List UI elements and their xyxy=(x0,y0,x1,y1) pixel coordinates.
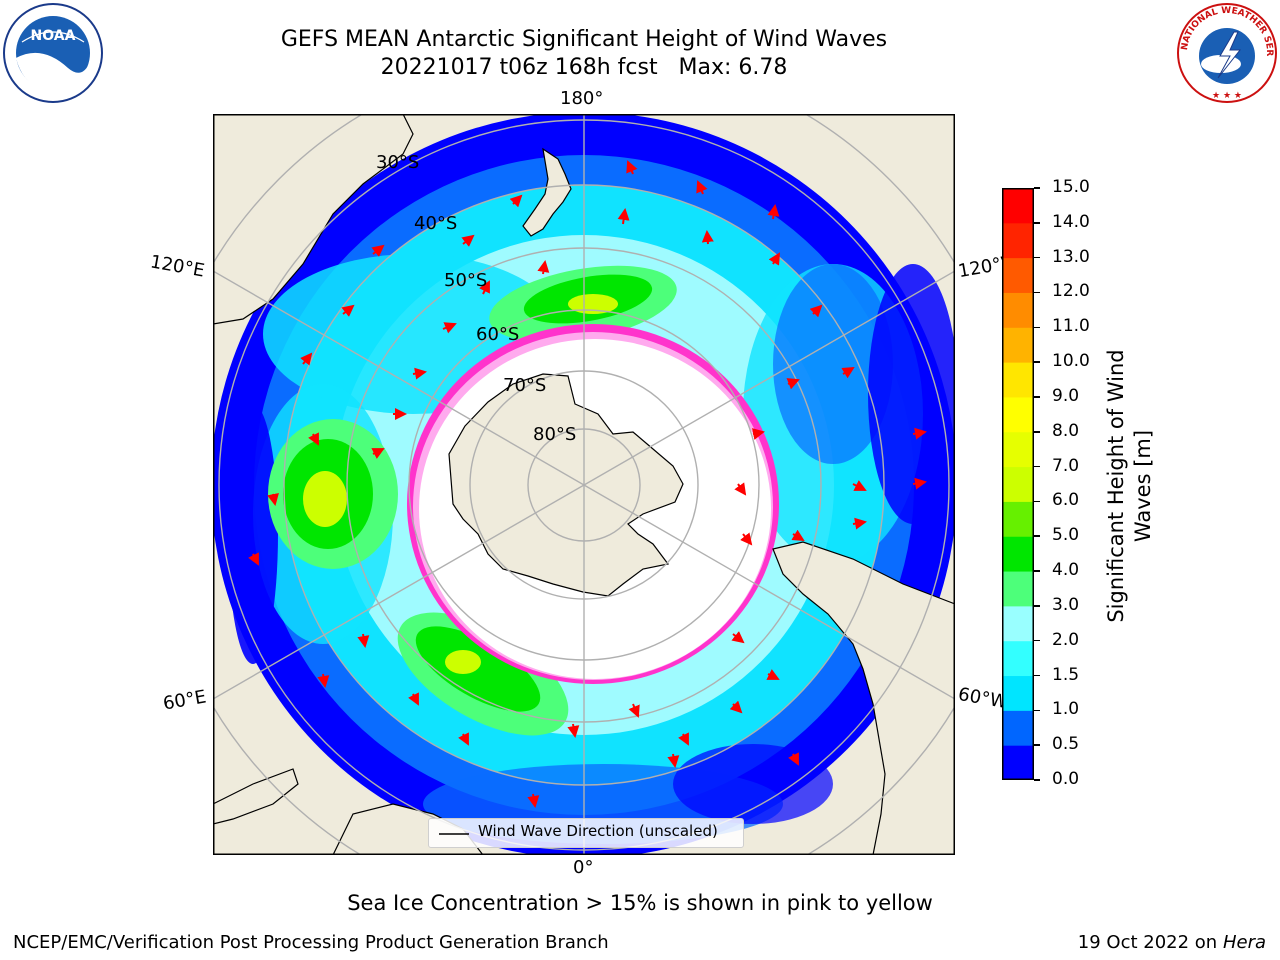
footer-right: 19 Oct 2022 on Hera xyxy=(1078,932,1266,953)
colorbar-swatch xyxy=(1002,292,1034,328)
title-line-2: 20221017 t06z 168h fcst Max: 6.78 xyxy=(380,55,788,80)
legend-label: Wind Wave Direction (unscaled) xyxy=(478,822,718,840)
footer-machine: Hera xyxy=(1222,932,1266,953)
colorbar-swatch xyxy=(1002,396,1034,433)
wind-wave-arrows xyxy=(248,160,927,808)
colorbar-tick-label: 0.5 xyxy=(1052,734,1080,755)
colorbar-swatch xyxy=(1002,257,1034,293)
colorbar-tick-mark xyxy=(1034,570,1040,572)
footer-date: 19 Oct 2022 on xyxy=(1077,932,1223,953)
map-legend: Wind Wave Direction (unscaled) xyxy=(428,818,744,848)
colorbar-tick-mark xyxy=(1034,326,1040,329)
south-america xyxy=(772,541,955,855)
colorbar-tick-label: 15.0 xyxy=(1052,177,1090,197)
colorbar-tick-mark xyxy=(1034,744,1040,746)
colorbar-label: Significant Height of Wind Waves [m] xyxy=(1103,326,1157,646)
colorbar-tick-label: 2.0 xyxy=(1052,629,1080,650)
colorbar xyxy=(1002,188,1034,781)
colorbar-label-line1: Significant Height of Wind xyxy=(1104,349,1128,623)
svg-text:★ ★ ★: ★ ★ ★ xyxy=(1212,91,1242,101)
colorbar-tick-label: 5.0 xyxy=(1052,525,1080,546)
colorbar-ticks: 0.0 0.5 1.0 1.5 2.0 3.0 4.0 5.0 6.0 7.0 8.0 9.0 10.0… xyxy=(1034,177,1104,789)
colorbar-tick-mark xyxy=(1034,674,1040,677)
colorbar-swatch xyxy=(1002,188,1034,224)
antarctica xyxy=(448,373,684,597)
colorbar-tick-mark xyxy=(1034,222,1040,224)
colorbar-swatch xyxy=(1002,571,1034,607)
colorbar-tick-mark xyxy=(1034,535,1040,537)
colorbar-tick-mark xyxy=(1034,431,1040,433)
colorbar-swatch xyxy=(1002,640,1034,677)
noaa-logo-text: NOAA xyxy=(31,28,76,44)
lat-label-50s: 50°S xyxy=(444,270,488,291)
colorbar-swatch xyxy=(1002,327,1034,363)
lon-label-60e: 60°E xyxy=(161,686,208,715)
lon-label-180: 180° xyxy=(560,88,604,109)
colorbar-tick-mark xyxy=(1034,709,1040,712)
colorbar-tick-label: 3.0 xyxy=(1052,594,1080,615)
polar-map xyxy=(213,114,955,855)
colorbar-tick-label: 14.0 xyxy=(1052,211,1090,232)
colorbar-swatch xyxy=(1002,710,1034,746)
colorbar-tick-label: 1.5 xyxy=(1052,664,1080,685)
colorbar-tick-mark xyxy=(1034,779,1040,781)
colorbar-tick-label: 12.0 xyxy=(1052,281,1090,302)
colorbar-tick-mark xyxy=(1034,187,1040,189)
new-zealand xyxy=(522,147,572,237)
lat-label-80s: 80°S xyxy=(533,424,577,445)
lat-label-60s: 60°S xyxy=(476,324,520,345)
sea-ice-note: Sea Ice Concentration > 15% is shown in … xyxy=(347,891,933,915)
colorbar-swatch xyxy=(1002,222,1034,259)
colorbar-tick-label: 11.0 xyxy=(1052,316,1090,337)
colorbar-tick-label: 4.0 xyxy=(1052,560,1080,581)
colorbar-swatch xyxy=(1002,362,1034,398)
colorbar-swatch xyxy=(1002,605,1034,642)
lat-label-40s: 40°S xyxy=(414,213,458,234)
colorbar-tick-label: 13.0 xyxy=(1052,246,1090,267)
colorbar-tick-label: 0.0 xyxy=(1052,769,1080,789)
colorbar-swatch xyxy=(1002,675,1034,711)
australia xyxy=(213,114,414,325)
nws-logo: NATIONAL WEATHER SERVICE ★ ★ ★ xyxy=(1173,0,1278,104)
colorbar-tick-label: 8.0 xyxy=(1052,420,1080,441)
madagascar xyxy=(213,768,299,825)
colorbar-tick-label: 7.0 xyxy=(1052,455,1080,476)
colorbar-tick-mark xyxy=(1034,256,1040,259)
colorbar-tick-mark xyxy=(1034,291,1040,294)
colorbar-swatches xyxy=(1002,188,1034,781)
colorbar-tick-mark xyxy=(1034,396,1040,398)
colorbar-swatch xyxy=(1002,536,1034,572)
colorbar-tick-mark xyxy=(1034,605,1040,607)
lat-label-70s: 70°S xyxy=(503,375,547,396)
title-line-1: GEFS MEAN Antarctic Significant Height o… xyxy=(280,27,888,52)
colorbar-tick-mark xyxy=(1034,465,1040,468)
lon-label-0: 0° xyxy=(573,857,594,878)
lat-label-30s: 30°S xyxy=(376,152,420,173)
colorbar-swatch xyxy=(1002,466,1034,502)
noaa-logo: NOAA xyxy=(2,2,104,104)
colorbar-tick-mark xyxy=(1034,639,1040,642)
colorbar-tick-mark xyxy=(1034,500,1040,503)
chart-title: GEFS MEAN Antarctic Significant Height o… xyxy=(0,26,1168,82)
colorbar-label-line2: Waves [m] xyxy=(1131,429,1155,543)
colorbar-tick-label: 10.0 xyxy=(1052,351,1090,372)
colorbar-tick-label: 6.0 xyxy=(1052,490,1080,511)
lon-label-120e: 120°E xyxy=(148,251,207,282)
colorbar-tick-label: 1.0 xyxy=(1052,699,1080,720)
colorbar-tick-label: 9.0 xyxy=(1052,385,1080,406)
colorbar-swatch xyxy=(1002,501,1034,537)
colorbar-tick-mark xyxy=(1034,361,1040,363)
footer-left: NCEP/EMC/Verification Post Processing Pr… xyxy=(13,932,609,953)
colorbar-swatch xyxy=(1002,745,1034,781)
graticule xyxy=(213,114,955,855)
legend-line-icon xyxy=(439,833,469,835)
colorbar-swatch xyxy=(1002,431,1034,468)
